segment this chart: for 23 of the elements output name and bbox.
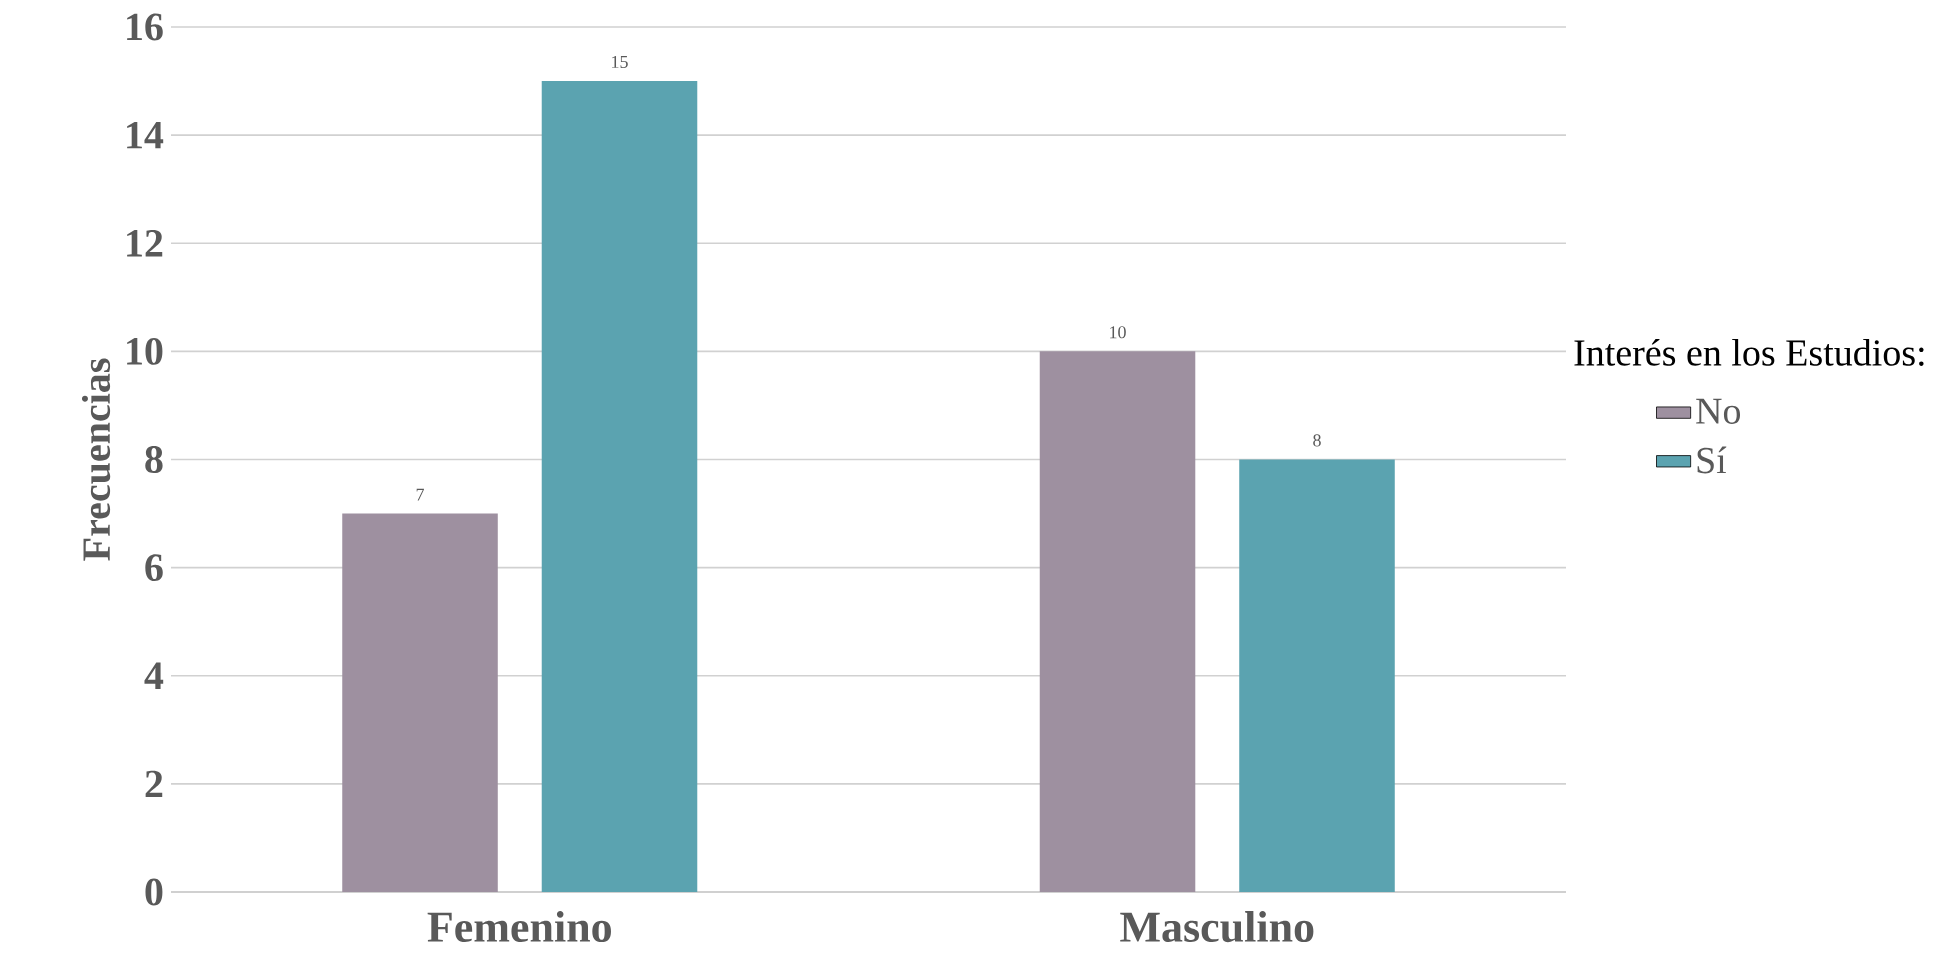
bar [1039,351,1196,892]
y-tick-label: 4 [144,662,164,689]
legend-label: Sí [1697,446,1727,474]
y-tick-label: 6 [145,554,163,582]
bar [342,513,498,892]
x-tick-label: Femenino [427,911,611,943]
bar [1239,459,1395,892]
y-tick-label: 10 [127,337,163,365]
y-tick-label: 14 [127,121,164,149]
x-tick-label: Masculino [1120,911,1314,943]
y-tick-label: 2 [145,770,163,798]
data-label: 10 [1110,326,1126,339]
y-axis-title: Frecuencias [81,358,111,561]
bar [541,81,698,892]
legend-title: Interés en los Estudios: [1574,338,1924,366]
y-tick-label: 8 [145,446,163,473]
data-label: 7 [416,488,424,501]
y-tick-label: 16 [127,13,163,41]
y-tick-label: 0 [145,878,163,906]
legend-label: No [1696,398,1741,424]
data-label: 15 [612,55,628,69]
data-label: 8 [1313,434,1321,447]
y-tick-label: 12 [127,230,163,257]
